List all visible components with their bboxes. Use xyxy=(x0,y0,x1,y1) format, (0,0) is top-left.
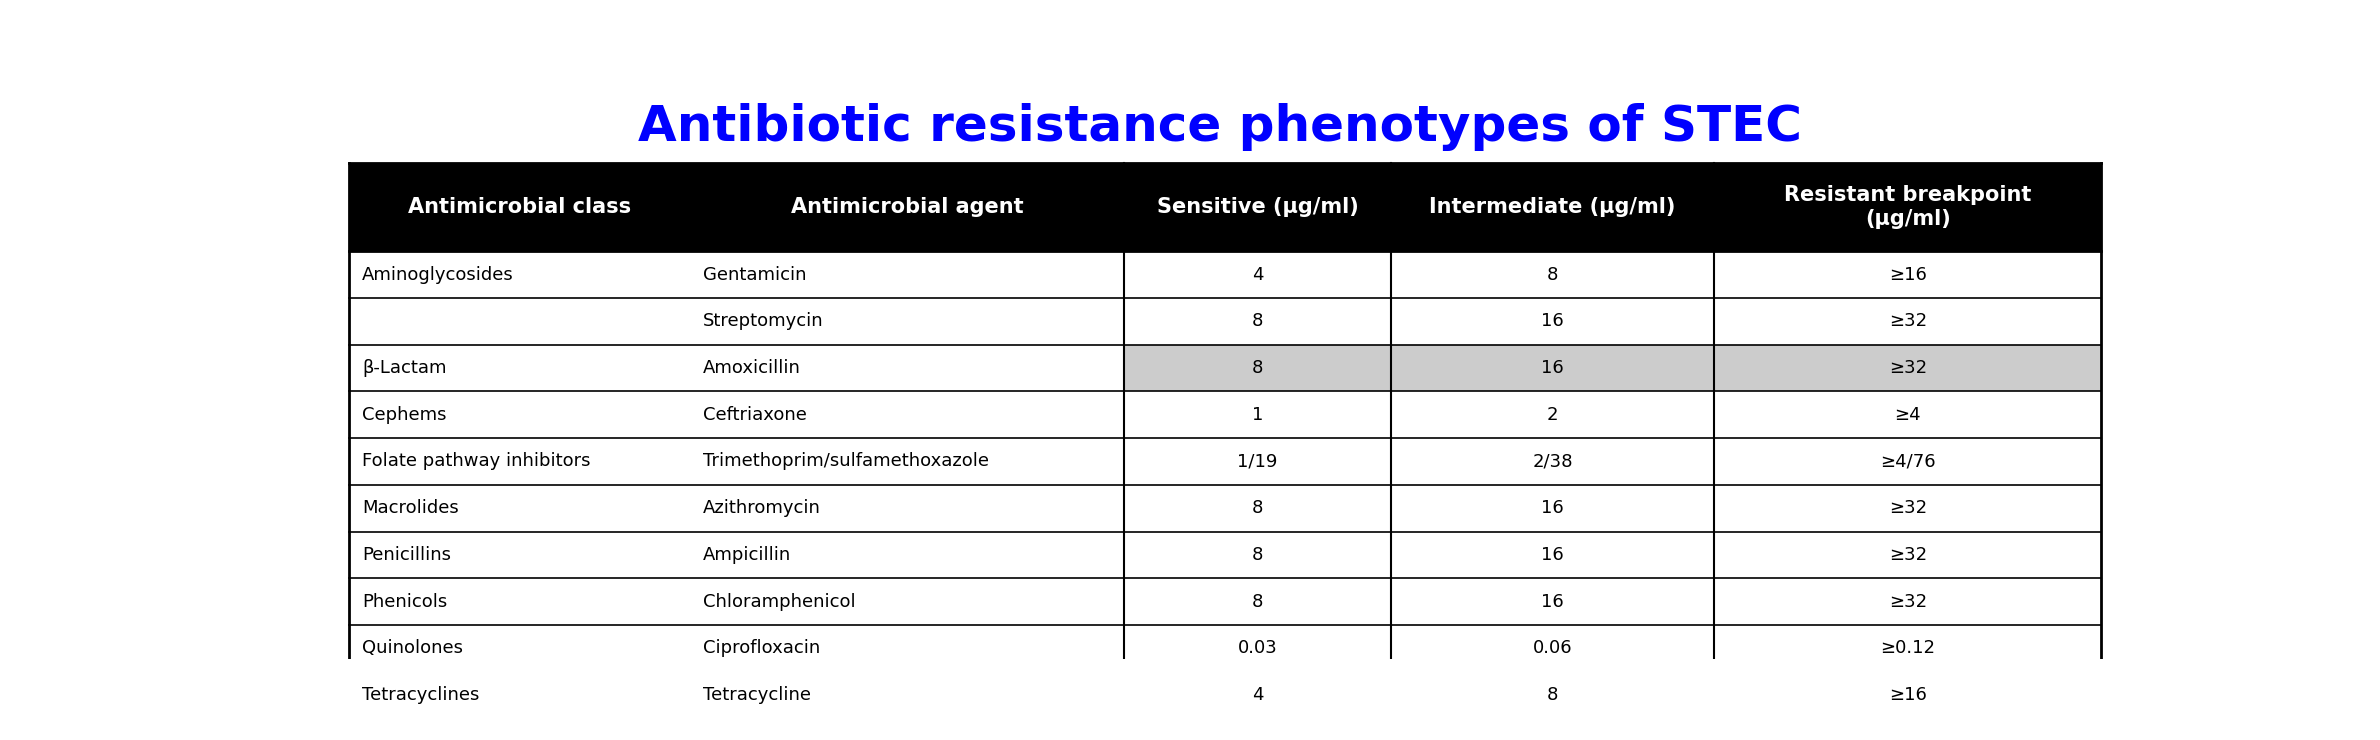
Text: Trimethoprim/sulfamethoxazole: Trimethoprim/sulfamethoxazole xyxy=(704,452,990,471)
Text: Resistant breakpoint
(μg/ml): Resistant breakpoint (μg/ml) xyxy=(1785,186,2033,229)
Text: β-Lactam: β-Lactam xyxy=(362,359,447,377)
Text: Streptomycin: Streptomycin xyxy=(704,312,823,330)
Text: 16: 16 xyxy=(1542,593,1564,610)
Text: Ciprofloxacin: Ciprofloxacin xyxy=(704,639,821,657)
Text: ≥16: ≥16 xyxy=(1890,686,1928,704)
Text: 8: 8 xyxy=(1252,593,1264,610)
Bar xyxy=(350,438,2102,485)
Text: 8: 8 xyxy=(1252,359,1264,377)
Text: ≥32: ≥32 xyxy=(1890,312,1928,330)
Text: Ceftriaxone: Ceftriaxone xyxy=(704,406,807,424)
Text: ≥16: ≥16 xyxy=(1890,266,1928,283)
Text: 16: 16 xyxy=(1542,359,1564,377)
Text: ≥0.12: ≥0.12 xyxy=(1880,639,1935,657)
Text: 0.06: 0.06 xyxy=(1533,639,1573,657)
Text: Ampicillin: Ampicillin xyxy=(704,546,793,564)
Text: Tetracyclines: Tetracyclines xyxy=(362,686,478,704)
Bar xyxy=(350,672,2102,719)
Text: 2/38: 2/38 xyxy=(1533,452,1573,471)
Text: ≥4/76: ≥4/76 xyxy=(1880,452,1935,471)
Text: Gentamicin: Gentamicin xyxy=(704,266,807,283)
Bar xyxy=(350,298,2102,345)
Text: 8: 8 xyxy=(1252,546,1264,564)
Text: 8: 8 xyxy=(1547,686,1559,704)
Text: Chloramphenicol: Chloramphenicol xyxy=(704,593,857,610)
Text: 1/19: 1/19 xyxy=(1238,452,1278,471)
Text: 2: 2 xyxy=(1547,406,1559,424)
Text: 1: 1 xyxy=(1252,406,1264,424)
Text: 16: 16 xyxy=(1542,312,1564,330)
Text: Antibiotic resistance phenotypes of STEC: Antibiotic resistance phenotypes of STEC xyxy=(638,103,1802,151)
Bar xyxy=(1123,345,2102,391)
Text: 8: 8 xyxy=(1547,266,1559,283)
Text: Amoxicillin: Amoxicillin xyxy=(704,359,802,377)
Text: Antimicrobial class: Antimicrobial class xyxy=(409,197,631,217)
Text: ≥4: ≥4 xyxy=(1894,406,1921,424)
Text: Macrolides: Macrolides xyxy=(362,500,459,517)
Text: Phenicols: Phenicols xyxy=(362,593,447,610)
Text: 16: 16 xyxy=(1542,500,1564,517)
Text: 4: 4 xyxy=(1252,266,1264,283)
Text: Penicillins: Penicillins xyxy=(362,546,452,564)
Text: ≥32: ≥32 xyxy=(1890,546,1928,564)
Bar xyxy=(350,345,2102,391)
Text: Azithromycin: Azithromycin xyxy=(704,500,821,517)
Bar xyxy=(350,625,2102,672)
Text: Quinolones: Quinolones xyxy=(362,639,464,657)
Bar xyxy=(350,163,2102,251)
Bar xyxy=(350,251,2102,298)
Bar xyxy=(350,485,2102,531)
Text: Aminoglycosides: Aminoglycosides xyxy=(362,266,514,283)
Text: 4: 4 xyxy=(1252,686,1264,704)
Text: Intermediate (μg/ml): Intermediate (μg/ml) xyxy=(1430,197,1676,217)
Text: 16: 16 xyxy=(1542,546,1564,564)
Text: ≥32: ≥32 xyxy=(1890,359,1928,377)
Text: 8: 8 xyxy=(1252,312,1264,330)
Text: Sensitive (μg/ml): Sensitive (μg/ml) xyxy=(1157,197,1359,217)
Text: ≥32: ≥32 xyxy=(1890,593,1928,610)
Text: Cephems: Cephems xyxy=(362,406,447,424)
Text: 8: 8 xyxy=(1252,500,1264,517)
Bar xyxy=(350,578,2102,625)
Bar xyxy=(350,531,2102,578)
Bar xyxy=(350,391,2102,438)
Text: Tetracycline: Tetracycline xyxy=(704,686,812,704)
Text: ≥32: ≥32 xyxy=(1890,500,1928,517)
Text: Antimicrobial agent: Antimicrobial agent xyxy=(790,197,1023,217)
Text: Folate pathway inhibitors: Folate pathway inhibitors xyxy=(362,452,590,471)
Text: 0.03: 0.03 xyxy=(1238,639,1278,657)
